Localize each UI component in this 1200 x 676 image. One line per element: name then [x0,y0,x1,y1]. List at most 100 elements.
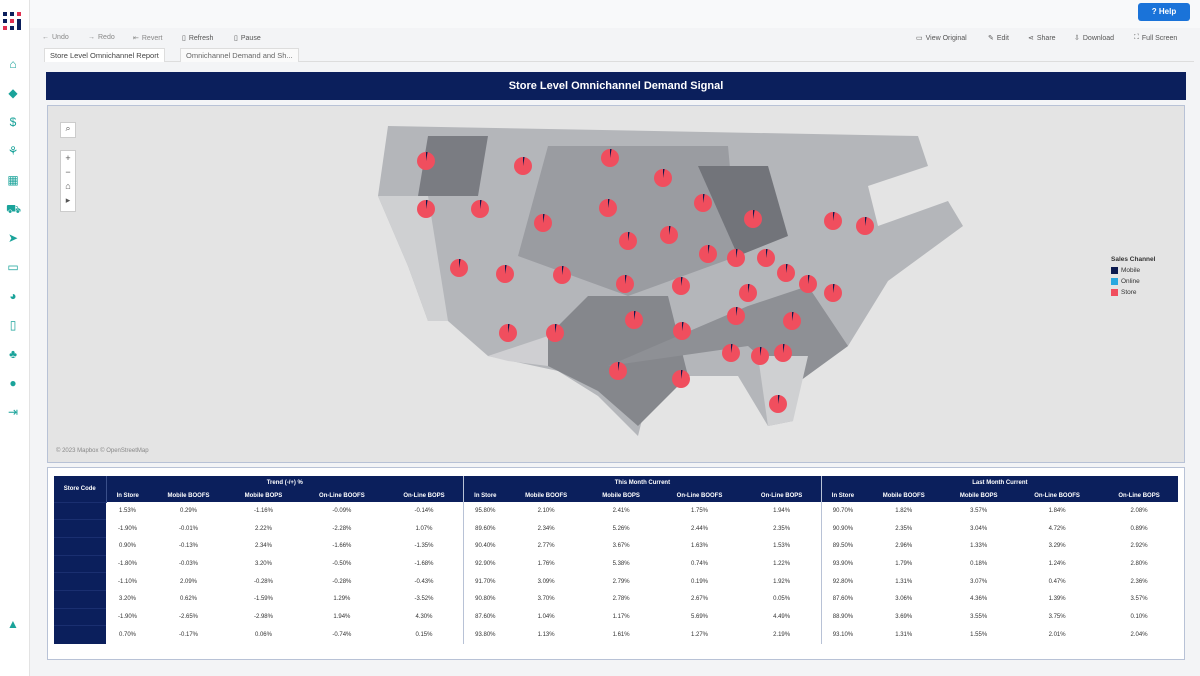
state-sales-pie[interactable] [751,347,769,365]
store-code-cell[interactable] [54,519,106,538]
state-sales-pie[interactable] [601,149,619,167]
state-sales-pie[interactable] [727,249,745,267]
state-sales-pie[interactable] [699,245,717,263]
sidebar-nav-icon[interactable]: ➤ [7,231,19,245]
tab-omnichannel-demand[interactable]: Omnichannel Demand and Sh... [180,48,299,62]
column-header[interactable]: Mobile BOOFS [506,489,586,502]
notification-bell-icon[interactable]: ▲ [7,617,19,631]
sidebar-nav-icon[interactable]: ⛟ [6,202,22,216]
download-button[interactable]: ⇩ Download [1074,34,1115,43]
state-sales-pie[interactable] [673,322,691,340]
state-sales-pie[interactable] [739,284,757,302]
redo-button[interactable]: → Redo [88,34,115,41]
state-sales-pie[interactable] [553,266,571,284]
state-sales-pie[interactable] [534,214,552,232]
state-sales-pie[interactable] [616,275,634,293]
state-sales-pie[interactable] [744,210,762,228]
state-sales-pie[interactable] [471,200,489,218]
metric-cell: 3.06% [895,596,913,603]
zoom-in-button[interactable]: + [65,153,71,163]
column-header[interactable]: On-Line BOOFS [298,489,385,502]
column-header[interactable]: On-Line BOOFS [1014,489,1101,502]
state-sales-pie[interactable] [722,344,740,362]
state-sales-pie[interactable] [769,395,787,413]
sidebar-nav-icon[interactable]: ⇥ [7,405,19,419]
state-sales-pie[interactable] [514,157,532,175]
sidebar-nav-icon[interactable]: ♣ [9,347,17,361]
tab-store-level-report[interactable]: Store Level Omnichannel Report [44,48,165,62]
state-sales-pie[interactable] [417,152,435,170]
state-sales-pie[interactable] [783,312,801,330]
state-sales-pie[interactable] [694,194,712,212]
refresh-button[interactable]: ▯ Refresh [182,34,214,43]
state-sales-pie[interactable] [546,324,564,342]
state-sales-pie[interactable] [609,362,627,380]
state-sales-pie[interactable] [619,232,637,250]
sidebar-nav-icon[interactable]: ◆ [8,86,18,100]
column-header[interactable]: In Store [463,489,507,502]
sidebar-nav-icon[interactable]: ● [9,376,17,390]
column-header[interactable]: On-Line BOPS [1100,489,1178,502]
state-sales-pie[interactable] [499,324,517,342]
column-header[interactable]: Mobile BOPS [943,489,1015,502]
store-code-cell[interactable] [54,501,106,520]
state-sales-pie[interactable] [599,199,617,217]
column-header[interactable]: In Store [820,489,865,502]
column-header[interactable]: Mobile BOOFS [864,489,944,502]
pause-button[interactable]: ▯ Pause [234,34,261,43]
state-sales-pie[interactable] [824,284,842,302]
undo-button[interactable]: ← Undo [42,34,69,41]
sidebar-nav-icon[interactable]: ▭ [7,260,19,274]
column-header[interactable]: Mobile BOPS [585,489,657,502]
pan-button[interactable]: ▸ [65,195,71,205]
state-sales-pie[interactable] [625,311,643,329]
column-header[interactable]: On-Line BOPS [742,489,822,502]
column-header[interactable]: On-Line BOOFS [656,489,743,502]
state-sales-pie[interactable] [757,249,775,267]
sidebar-nav-icon[interactable]: ⌂ [9,57,17,71]
column-header[interactable]: On-Line BOPS [384,489,464,502]
help-button[interactable]: ? Help [1138,3,1190,21]
zoom-out-button[interactable]: − [65,167,71,177]
metric-cell: 2.34% [254,543,272,550]
metric-cell: 1.79% [895,560,913,567]
share-button[interactable]: ⋖ Share [1028,34,1056,43]
store-code-cell[interactable] [54,589,106,609]
column-header[interactable]: Mobile BOOFS [148,489,229,502]
sidebar-nav-icon[interactable]: ▦ [7,173,19,187]
state-sales-pie[interactable] [496,265,514,283]
sidebar-nav-icon[interactable]: ⚘ [7,144,19,158]
state-sales-pie[interactable] [727,307,745,325]
state-sales-pie[interactable] [672,277,690,295]
edit-button[interactable]: ✎ Edit [988,34,1009,43]
metric-cell: -1.66% [332,543,352,550]
sidebar-nav-icon[interactable]: ▯ [9,318,17,332]
store-code-cell[interactable] [54,572,106,591]
store-code-cell[interactable] [54,607,106,626]
state-sales-pie[interactable] [774,344,792,362]
state-sales-pie[interactable] [856,217,874,235]
state-sales-pie[interactable] [417,200,435,218]
column-header[interactable]: Mobile BOPS [228,489,299,502]
column-header[interactable]: In Store [106,489,149,502]
us-map[interactable] [48,106,1184,462]
state-sales-pie[interactable] [660,226,678,244]
store-code-cell[interactable] [54,554,106,573]
revert-button[interactable]: ⇤ Revert [133,34,163,43]
store-code-cell[interactable] [54,625,106,644]
state-sales-pie[interactable] [672,370,690,388]
sidebar-nav-icon[interactable]: ◕ [9,289,17,303]
state-sales-pie[interactable] [654,169,672,187]
view-original-button[interactable]: ▭ View Original [916,34,967,43]
state-sales-pie[interactable] [824,212,842,230]
map-search-button[interactable]: ⌕ [60,122,76,138]
full-screen-button[interactable]: ⛶ Full Screen [1134,34,1178,42]
sidebar-nav-icon[interactable]: $ [9,115,17,129]
state-sales-pie[interactable] [799,275,817,293]
revert-label: Revert [141,34,163,42]
home-button[interactable]: ⌂ [65,181,71,191]
state-sales-pie[interactable] [450,259,468,277]
store-code-cell[interactable] [54,536,106,556]
pie-mobile-slice [786,264,788,273]
state-sales-pie[interactable] [777,264,795,282]
